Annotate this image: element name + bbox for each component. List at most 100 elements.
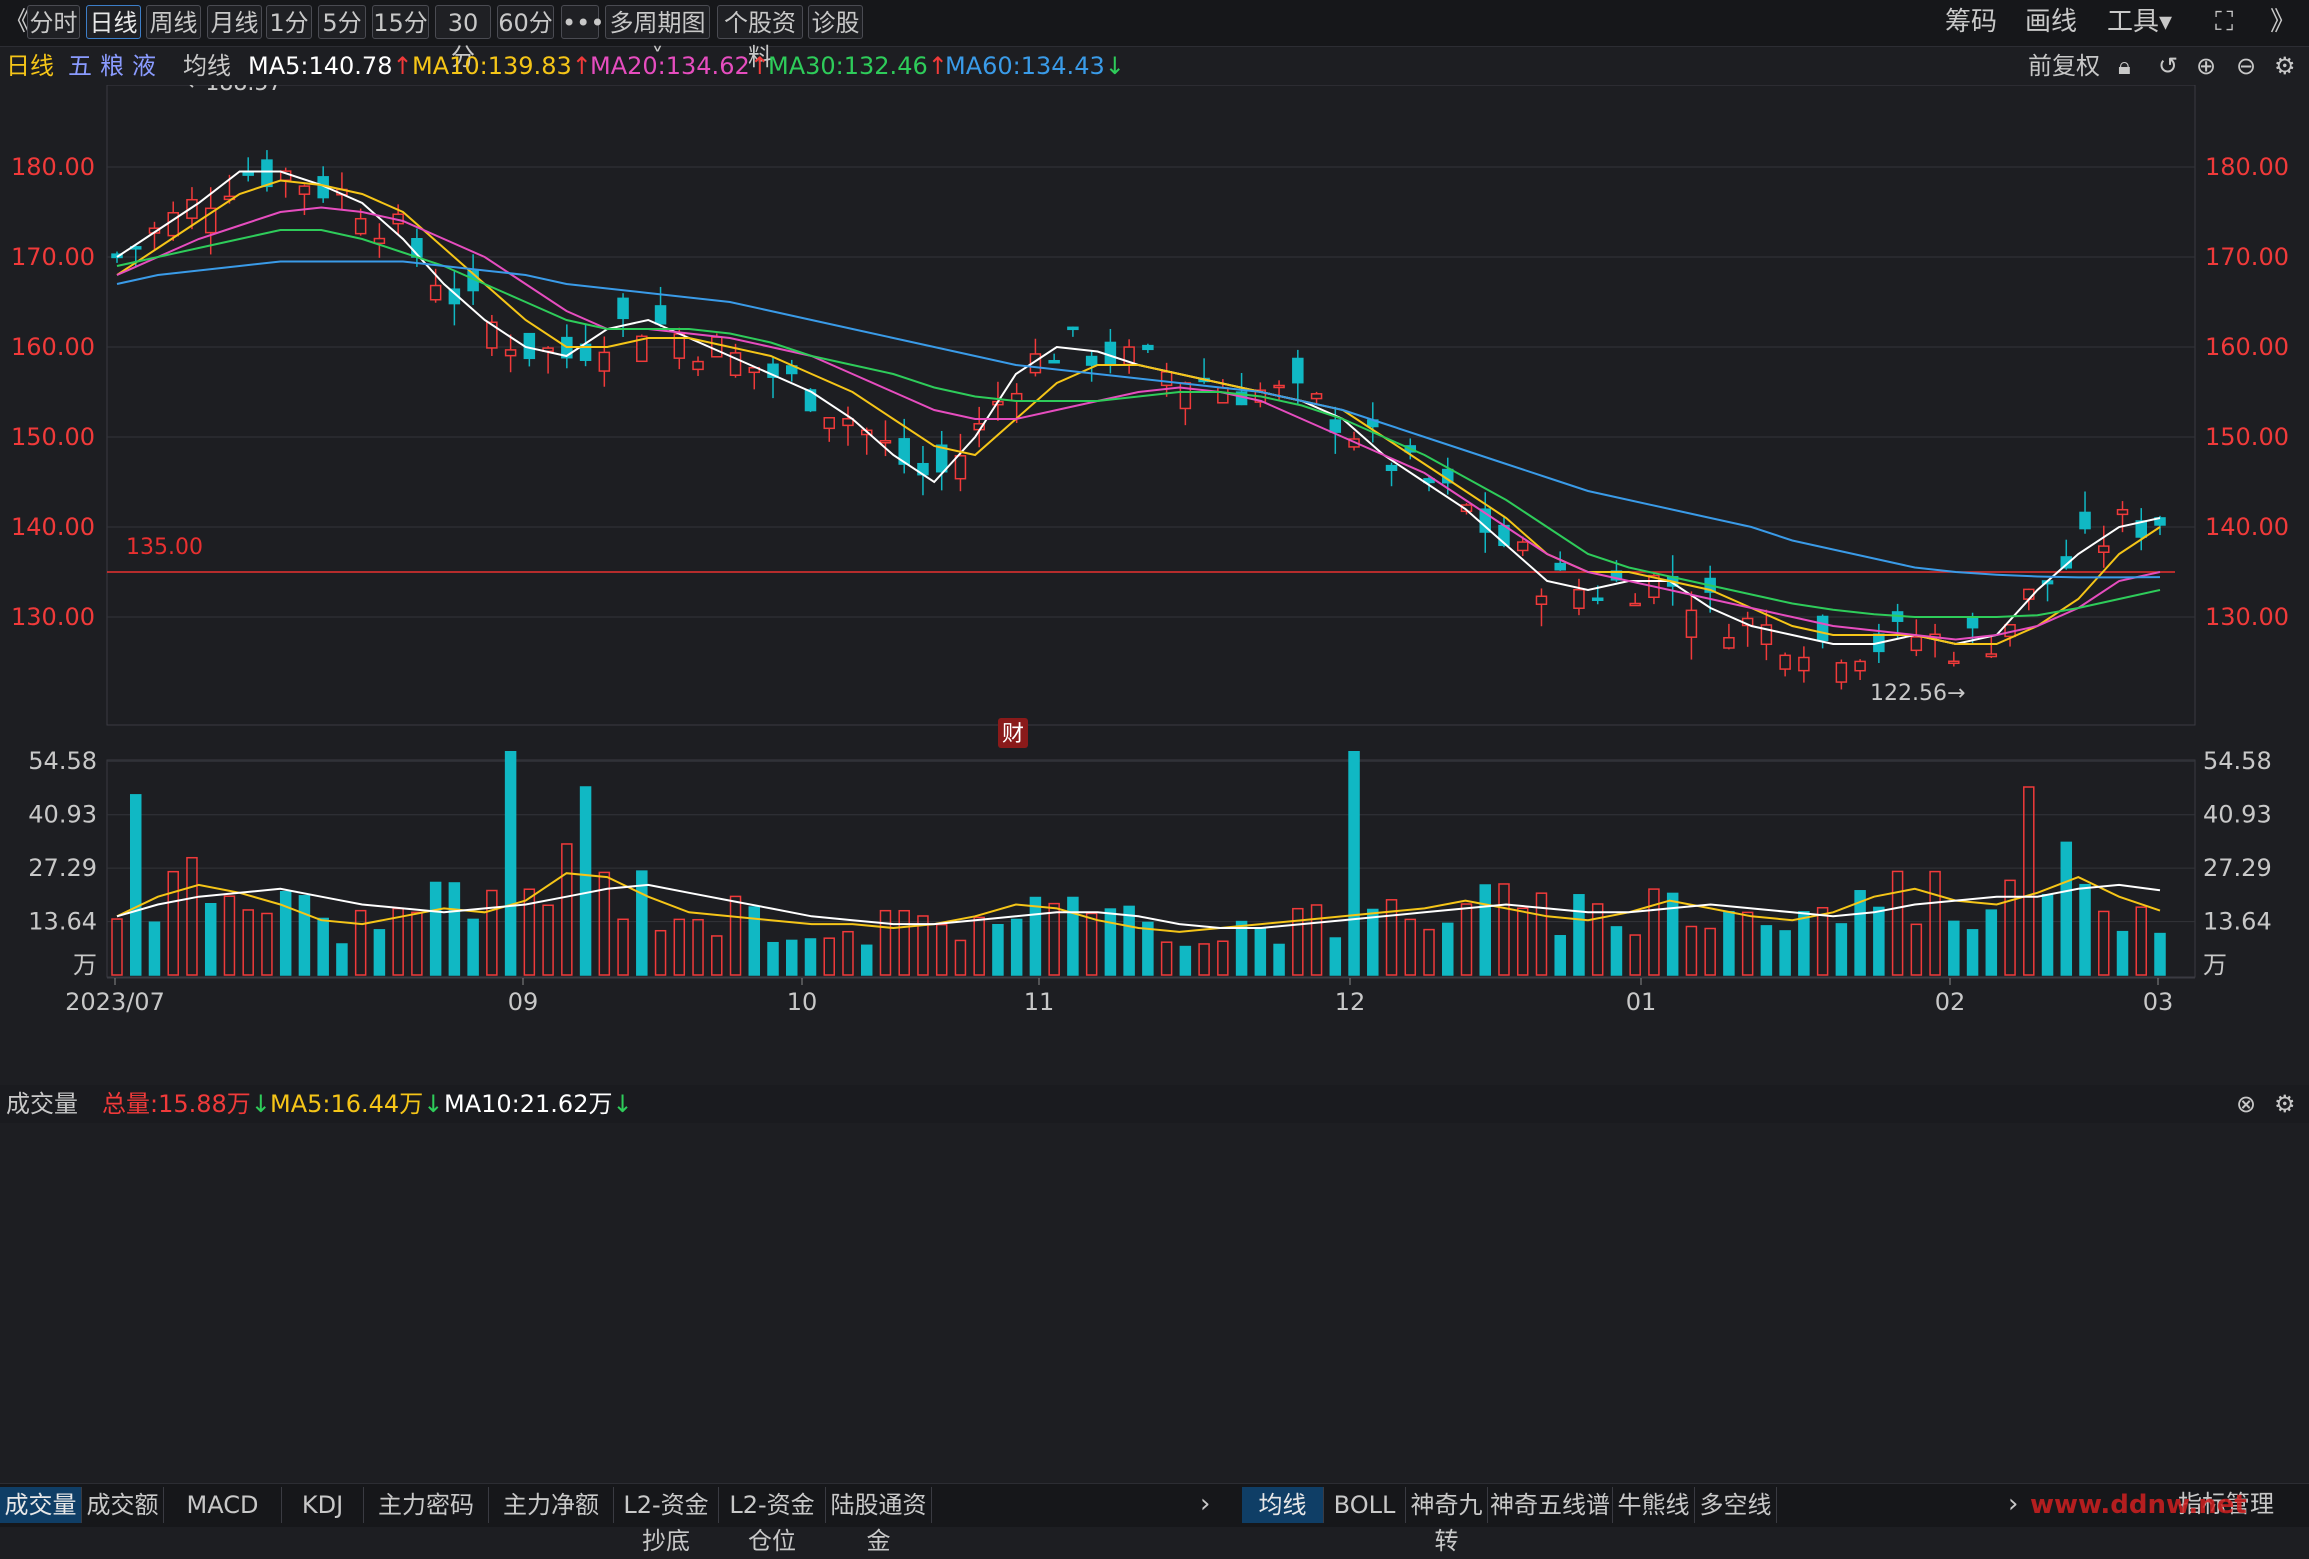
volume-bar: [2060, 841, 2073, 976]
overlay-tab[interactable]: 神奇五线谱: [1488, 1487, 1613, 1523]
period-button[interactable]: 5分: [318, 5, 366, 39]
chevron-right-icon[interactable]: ›: [1200, 1489, 1211, 1519]
forward-icon[interactable]: 》: [2270, 7, 2297, 37]
back-icon[interactable]: 《: [4, 7, 31, 37]
period-button[interactable]: 诊股: [808, 5, 863, 39]
low-price-label: 122.56→: [1870, 681, 1965, 706]
period-button[interactable]: 个股资料: [717, 5, 803, 71]
zoom-in-icon[interactable]: ⊕: [2196, 52, 2217, 80]
volume-bar: [1198, 943, 1210, 976]
volume-bar: [2023, 786, 2035, 976]
volume-settings-icon[interactable]: ⚙: [2274, 1090, 2296, 1118]
period-button[interactable]: 月线: [207, 5, 262, 39]
period-button[interactable]: 30分: [435, 5, 491, 71]
tools-menu-button[interactable]: 工具▾: [2107, 7, 2173, 37]
x-axis-label: 03: [2143, 988, 2174, 1016]
period-button[interactable]: 日线: [86, 5, 141, 39]
overlay-tab[interactable]: 牛熊线: [1613, 1487, 1695, 1523]
price-tick-left: 140.00: [11, 513, 95, 541]
ma-label[interactable]: 均线: [183, 52, 231, 80]
volume-title[interactable]: 成交量: [6, 1090, 78, 1118]
indicator-tab[interactable]: KDJ: [282, 1487, 364, 1523]
candle-body: [1010, 392, 1023, 402]
volume-bar: [1404, 918, 1417, 976]
candle-body: [1048, 359, 1060, 364]
candle-body: [1292, 357, 1304, 384]
indicator-tab[interactable]: L2-资金仓位: [719, 1487, 826, 1555]
period-button[interactable]: 分时: [27, 5, 80, 39]
close-icon[interactable]: ⊗: [2236, 1090, 2257, 1118]
price-tick-left: 150.00: [11, 423, 95, 451]
indicator-tab[interactable]: L2-资金抄底: [614, 1487, 719, 1555]
volume-bar: [1085, 912, 1098, 976]
volume-bar: [711, 935, 723, 976]
adjust-mode[interactable]: 前复权: [2028, 52, 2100, 80]
expand-icon[interactable]: ⛶: [2215, 7, 2234, 37]
candle-body: [486, 321, 498, 349]
overlay-tab[interactable]: BOLL: [1324, 1487, 1406, 1523]
candle-body: [598, 351, 611, 372]
chevron-right-icon-2[interactable]: ›: [2008, 1489, 2019, 1519]
volume-bar: [898, 909, 910, 976]
volume-bar: [448, 882, 461, 976]
overlay-tab[interactable]: 神奇九转: [1406, 1487, 1488, 1555]
period-label: 日线: [6, 52, 54, 80]
volume-tick-right: 54.58: [2203, 747, 2272, 775]
overlay-tab[interactable]: 均线: [1242, 1487, 1324, 1523]
volume-bar: [1329, 937, 1342, 976]
period-button[interactable]: 15分: [372, 5, 429, 39]
candle-body: [954, 455, 967, 480]
volume-bar: [748, 906, 761, 976]
volume-bar: [1779, 930, 1791, 976]
indicator-tab[interactable]: 主力净额: [489, 1487, 614, 1523]
undo-icon[interactable]: ↺: [2158, 52, 2179, 80]
overlay-tab[interactable]: 多空线: [1695, 1487, 1777, 1523]
volume-bar: [261, 912, 273, 976]
period-button[interactable]: •••: [561, 5, 604, 39]
volume-bar: [935, 923, 948, 976]
period-button[interactable]: 多周期图 ˅: [605, 5, 710, 71]
stock-name[interactable]: 五粮液: [68, 52, 164, 80]
volume-bar: [1835, 923, 1848, 976]
volume-bar: [1235, 920, 1248, 976]
volume-bar: [1535, 892, 1548, 976]
indicator-manage-button[interactable]: 指标管理: [2178, 1490, 2274, 1518]
zoom-out-icon[interactable]: ⊖: [2236, 52, 2257, 80]
volume-header: 成交量 总量:15.88万↓ MA5:16.44万↓ MA10:21.62万↓ …: [0, 1085, 2309, 1123]
indicator-tab[interactable]: 主力密码: [364, 1487, 489, 1523]
volume-bar: [1910, 923, 1923, 976]
candle-body: [261, 159, 273, 188]
volume-ma-line-ma10: [116, 883, 2161, 929]
volume-ma10: MA10:21.62万↓: [444, 1090, 633, 1118]
draw-line-button[interactable]: 画线: [2025, 7, 2078, 37]
indicator-tab[interactable]: 成交量: [0, 1487, 82, 1523]
period-button[interactable]: 1分: [266, 5, 312, 39]
volume-bar: [1685, 925, 1698, 976]
volume-unit-left: 万: [73, 951, 97, 979]
volume-bar: [1142, 921, 1154, 976]
candle-body: [1948, 660, 1960, 665]
lock-icon[interactable]: 🔒︎: [2118, 52, 2131, 80]
ma10-value: MA10:139.83↑: [412, 52, 592, 80]
volume-bar: [2041, 893, 2054, 976]
volume-tick-left: 54.58: [28, 747, 97, 775]
chip-distribution-button[interactable]: 筹码: [1945, 7, 1998, 37]
candle-body: [654, 305, 667, 325]
volume-bar: [242, 909, 254, 976]
kline-chart[interactable]: 180.00 180.00 170.00 170.00 160.00 160.00 150.…: [0, 85, 2309, 1483]
price-tick-left: 130.00: [11, 603, 95, 631]
indicator-tab[interactable]: 成交额: [82, 1487, 164, 1523]
x-axis-label: 09: [508, 988, 539, 1016]
period-button[interactable]: 60分: [497, 5, 554, 39]
volume-bar: [1104, 908, 1117, 976]
indicator-tab[interactable]: 陆股通资金: [826, 1487, 932, 1555]
indicator-tabs: 成交量 成交额 MACD KDJ 主力密码 主力净额 L2-资金抄底 L2-资金仓位 陆股通资金…: [0, 1483, 2309, 1555]
period-button[interactable]: 周线: [146, 5, 201, 39]
indicator-tab[interactable]: MACD: [164, 1487, 282, 1523]
volume-bar: [1498, 883, 1510, 976]
settings-gear-icon[interactable]: ⚙: [2274, 52, 2296, 80]
ma-line-ma5: [116, 170, 2161, 646]
candle-body: [2116, 508, 2129, 516]
volume-bar: [1798, 911, 1810, 976]
volume-bar: [373, 929, 386, 976]
